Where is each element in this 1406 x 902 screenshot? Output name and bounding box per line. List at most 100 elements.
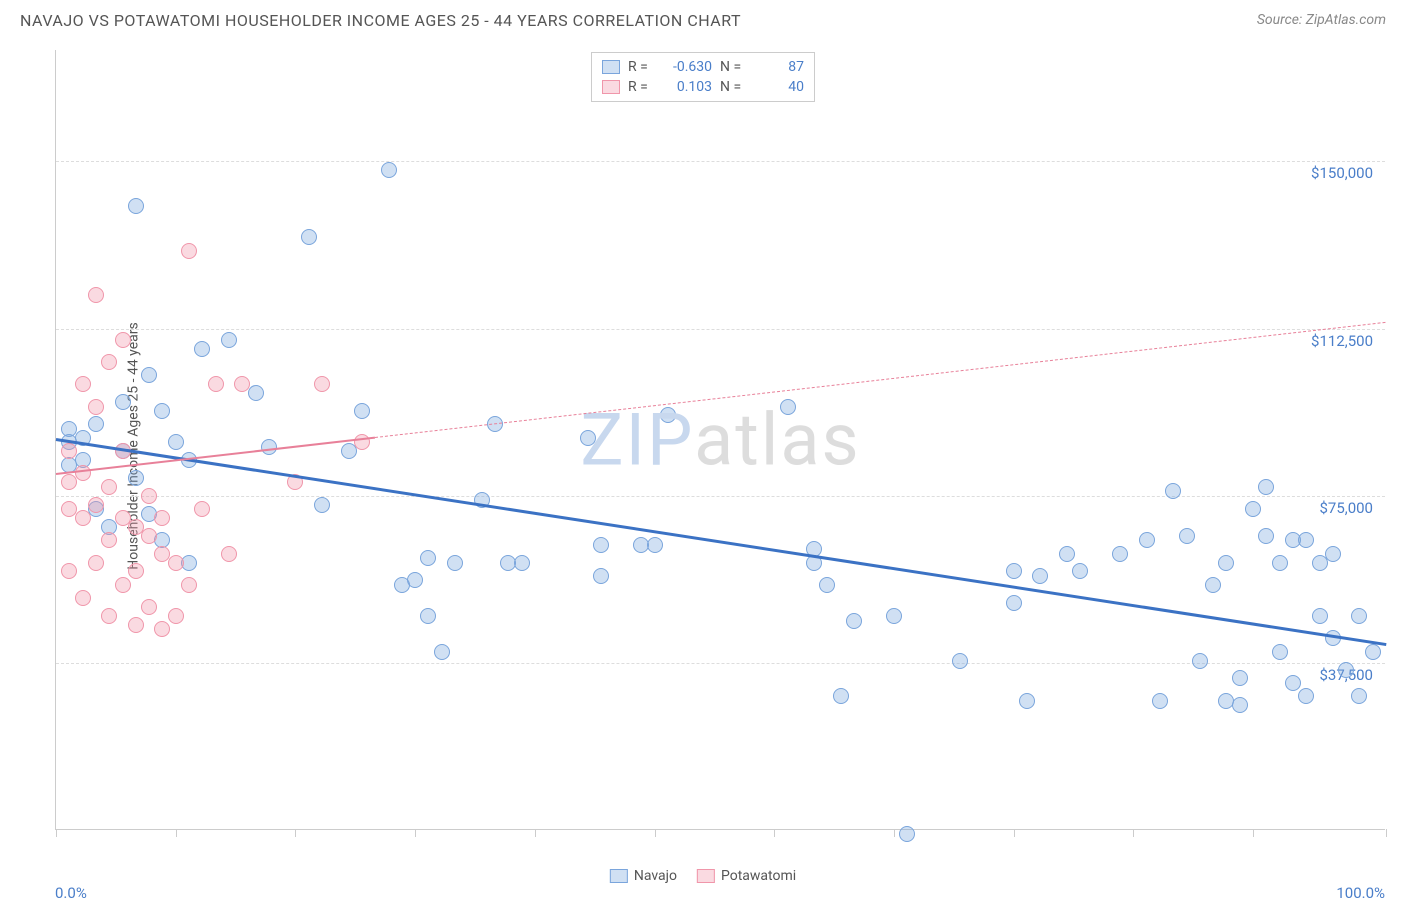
data-point [1258,479,1274,495]
legend-n-value: 40 [752,79,804,95]
data-point [301,229,317,245]
data-point [447,555,463,571]
data-point [593,537,609,553]
data-point [88,287,104,303]
x-tick [1133,829,1134,837]
data-point [168,608,184,624]
data-point [846,613,862,629]
y-tick-label: $75,000 [1319,499,1373,517]
data-point [101,479,117,495]
data-point [128,198,144,214]
data-point [115,394,131,410]
data-point [141,367,157,383]
data-point [248,385,264,401]
data-point [580,430,596,446]
data-point [819,577,835,593]
plot-area: ZIPatlas $37,500$75,000$112,500$150,000 [55,50,1385,830]
data-point [1232,670,1248,686]
data-point [61,443,77,459]
data-point [1325,546,1341,562]
data-point [1019,693,1035,709]
legend-n-value: 87 [752,59,804,75]
data-point [115,332,131,348]
data-point [420,608,436,624]
watermark-b: atlas [694,397,861,482]
data-point [261,439,277,455]
x-tick [894,829,895,837]
trend-line-dashed [375,322,1386,438]
chart-header: NAVAJO VS POTAWATOMI HOUSEHOLDER INCOME … [0,0,1406,40]
legend-r-label: R = [628,79,652,95]
data-point [314,376,330,392]
data-point [1272,555,1288,571]
correlation-legend: R =-0.630N =87R =0.103N =40 [591,52,815,102]
data-point [1218,555,1234,571]
data-point [1285,675,1301,691]
data-point [1365,644,1381,660]
data-point [1298,688,1314,704]
data-point [1192,653,1208,669]
data-point [75,465,91,481]
data-point [381,162,397,178]
x-tick [176,829,177,837]
data-point [1258,528,1274,544]
data-point [1272,644,1288,660]
grid-line [56,161,1385,162]
data-point [128,470,144,486]
data-point [1338,662,1354,678]
series-legend: Navajo Potawatomi [610,868,796,884]
data-point [1245,501,1261,517]
data-point [181,243,197,259]
data-point [1139,532,1155,548]
x-min-label: 0.0% [55,884,87,902]
x-max-label: 100.0% [1336,884,1385,902]
legend-swatch [602,80,620,94]
data-point [407,572,423,588]
watermark-a: ZIP [580,397,694,482]
data-point [128,617,144,633]
data-point [154,403,170,419]
data-point [1232,697,1248,713]
data-point [1072,563,1088,579]
data-point [1179,528,1195,544]
data-point [1312,608,1328,624]
data-point [1205,577,1221,593]
legend-row: R =0.103N =40 [602,77,804,97]
data-point [88,399,104,415]
legend-label: Navajo [634,868,677,884]
data-point [194,341,210,357]
data-point [75,510,91,526]
data-point [1006,563,1022,579]
data-point [88,555,104,571]
grid-line [56,663,1385,664]
data-point [1032,568,1048,584]
data-point [101,354,117,370]
legend-swatch [697,869,715,883]
x-tick [295,829,296,837]
x-tick [1253,829,1254,837]
data-point [75,376,91,392]
data-point [194,501,210,517]
legend-r-value: 0.103 [660,79,712,95]
data-point [1152,693,1168,709]
data-point [75,590,91,606]
legend-swatch [602,60,620,74]
data-point [1351,688,1367,704]
data-point [1059,546,1075,562]
data-point [780,399,796,415]
data-point [154,510,170,526]
data-point [141,488,157,504]
data-point [234,376,250,392]
data-point [101,608,117,624]
data-point [181,577,197,593]
legend-r-label: R = [628,59,652,75]
data-point [168,434,184,450]
legend-item: Potawatomi [697,868,796,884]
grid-line [56,496,1385,497]
data-point [420,550,436,566]
legend-n-label: N = [720,59,744,75]
data-point [88,416,104,432]
data-point [1112,546,1128,562]
x-tick [655,829,656,837]
data-point [1165,483,1181,499]
